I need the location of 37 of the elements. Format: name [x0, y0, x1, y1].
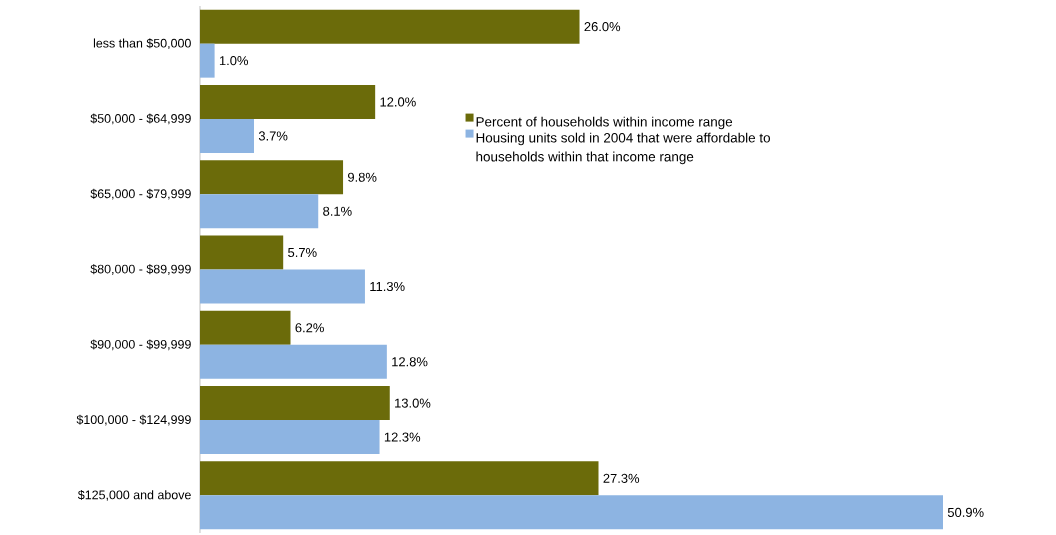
data-label: 50.9%	[947, 507, 984, 517]
bar	[200, 420, 380, 455]
data-label: 1.0%	[219, 56, 249, 66]
bar	[200, 461, 599, 496]
y-tick-label: $125,000 and above	[77, 489, 191, 501]
y-tick-label: less than $50,000	[93, 38, 191, 50]
data-label: 5.7%	[288, 247, 317, 258]
data-label: 8.1%	[323, 206, 352, 216]
data-label: 13.0%	[395, 398, 431, 408]
legend-label: Housing units sold in 2004 that were affordable to households within that income range	[476, 132, 771, 165]
data-label: 11.3%	[370, 281, 405, 292]
data-label: 9.8%	[348, 172, 377, 182]
data-label: 12.0%	[380, 97, 416, 107]
data-label: 3.7%	[258, 131, 288, 141]
y-tick-label: $65,000 - $79,999	[90, 188, 191, 200]
data-label: 26.0%	[584, 22, 621, 32]
bar	[200, 386, 390, 421]
y-tick-label: $90,000 - $99,999	[90, 339, 191, 351]
bar	[200, 118, 255, 153]
data-label: 6.2%	[295, 323, 324, 333]
bar	[200, 310, 291, 345]
data-label: 12.8%	[392, 357, 428, 367]
bar	[200, 269, 365, 304]
bar	[200, 235, 284, 270]
y-tick-label: $100,000 - $124,999	[76, 414, 191, 426]
data-label: 12.3%	[384, 432, 421, 442]
data-label: 27.3%	[603, 473, 640, 483]
bar	[200, 160, 344, 195]
bar	[200, 344, 387, 379]
y-tick-label: $50,000 - $64,999	[90, 113, 191, 125]
legend-label: Percent of households within income range	[476, 116, 733, 130]
bar	[200, 43, 215, 78]
bar	[200, 84, 376, 119]
bar	[200, 194, 319, 229]
bar	[200, 9, 580, 44]
bar	[200, 495, 943, 530]
y-tick-label: $80,000 - $89,999	[90, 264, 191, 275]
